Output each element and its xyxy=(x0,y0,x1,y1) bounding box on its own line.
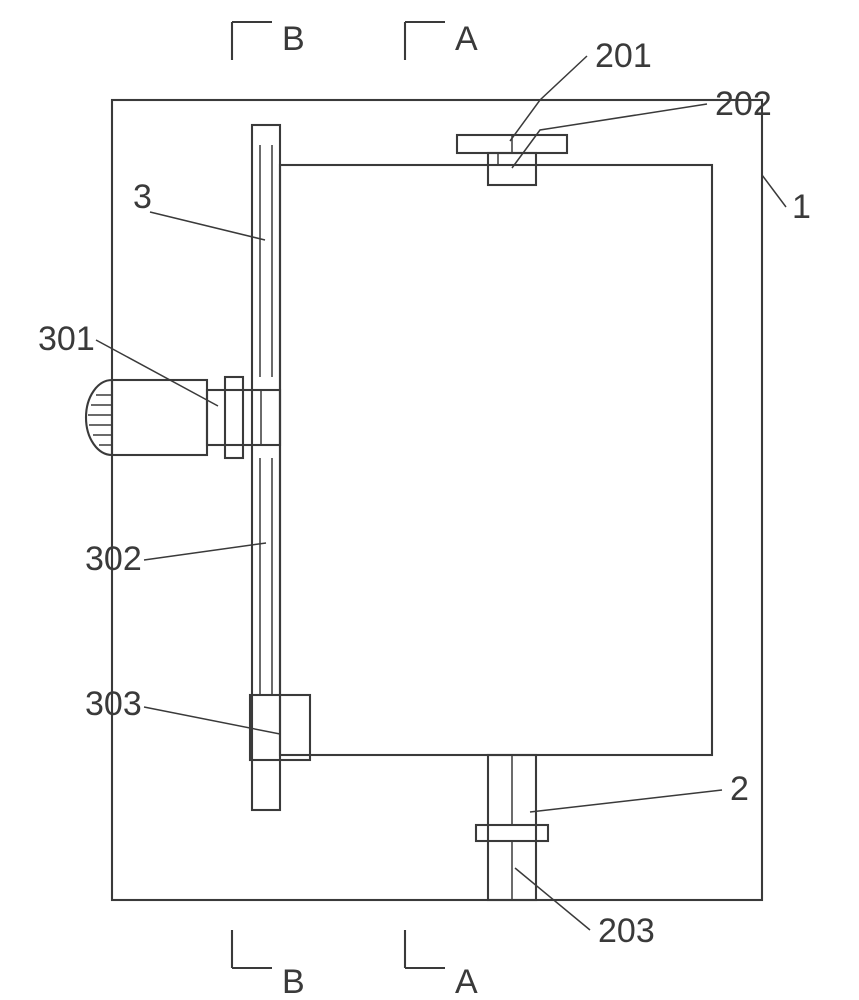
left-rail xyxy=(252,125,280,810)
label-302: 302 xyxy=(85,540,142,578)
leader-2 xyxy=(530,790,722,812)
leader-3 xyxy=(150,212,265,240)
label-3: 3 xyxy=(133,178,152,216)
outer-frame xyxy=(112,100,762,900)
leader-302 xyxy=(144,543,266,560)
label-301: 301 xyxy=(38,320,95,358)
bottom-mount-plate xyxy=(476,825,548,841)
label-203: 203 xyxy=(598,912,655,950)
label-201: 201 xyxy=(595,37,652,75)
section-a-top-label: A xyxy=(455,20,478,58)
leader-301 xyxy=(96,340,218,406)
leader-1 xyxy=(762,175,786,207)
motor-body xyxy=(112,380,207,455)
section-a-bottom-label: A xyxy=(455,963,478,1000)
leader-303 xyxy=(144,707,280,734)
label-2: 2 xyxy=(730,770,749,808)
label-1: 1 xyxy=(792,188,811,226)
label-303: 303 xyxy=(85,685,142,723)
section-b-top-label: B xyxy=(282,20,305,58)
motor-cap xyxy=(86,380,112,455)
section-b-bottom-label: B xyxy=(282,963,305,1000)
top-mount-block xyxy=(488,153,536,185)
inner-panel xyxy=(280,165,712,755)
label-202: 202 xyxy=(715,85,772,123)
